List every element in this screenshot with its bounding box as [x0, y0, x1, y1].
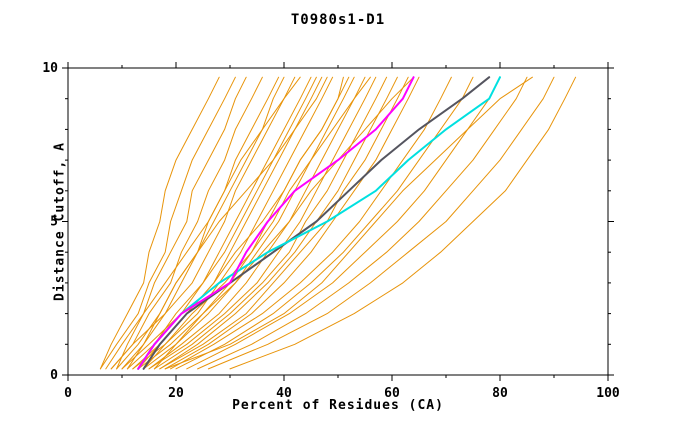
- chart-title: T0980s1-D1: [290, 12, 386, 28]
- x-tick-label: 40: [276, 386, 292, 401]
- model-curve: [116, 76, 301, 370]
- model-curve: [186, 76, 501, 370]
- model-curve: [159, 76, 398, 370]
- model-curve: [121, 76, 317, 370]
- model-curve: [170, 76, 452, 370]
- model-curve: [229, 76, 577, 370]
- model-curve: [105, 76, 247, 370]
- model-curve: [175, 76, 474, 370]
- model-curve: [153, 76, 388, 370]
- model-curve: [99, 76, 220, 370]
- y-tick-label: 10: [42, 61, 58, 76]
- model-curve: [132, 76, 334, 370]
- x-tick-label: 100: [596, 386, 620, 401]
- y-axis-label: Distance Cutoff, A: [52, 142, 68, 301]
- x-tick-label: 60: [384, 386, 400, 401]
- model-curve: [207, 76, 555, 370]
- x-axis-label: Percent of Residues (CA): [232, 398, 444, 413]
- x-tick-label: 80: [492, 386, 508, 401]
- model-curve: [121, 76, 296, 370]
- reference-curve-gray: [142, 76, 491, 370]
- x-tick-label: 20: [168, 386, 184, 401]
- model-curve: [99, 76, 236, 370]
- model-curve: [143, 76, 371, 370]
- model-curve: [148, 76, 377, 370]
- y-tick-label: 5: [50, 215, 58, 230]
- model-curve: [126, 76, 328, 370]
- model-curve: [110, 76, 263, 370]
- model-curve: [143, 76, 355, 370]
- y-tick-label: 0: [50, 368, 58, 383]
- model-curve: [164, 76, 533, 370]
- model-curve: [153, 76, 415, 370]
- model-curve: [126, 76, 312, 370]
- model-curve: [164, 76, 420, 370]
- model-curve: [197, 76, 528, 370]
- x-tick-label: 0: [64, 386, 72, 401]
- reference-curve-magenta: [137, 76, 415, 370]
